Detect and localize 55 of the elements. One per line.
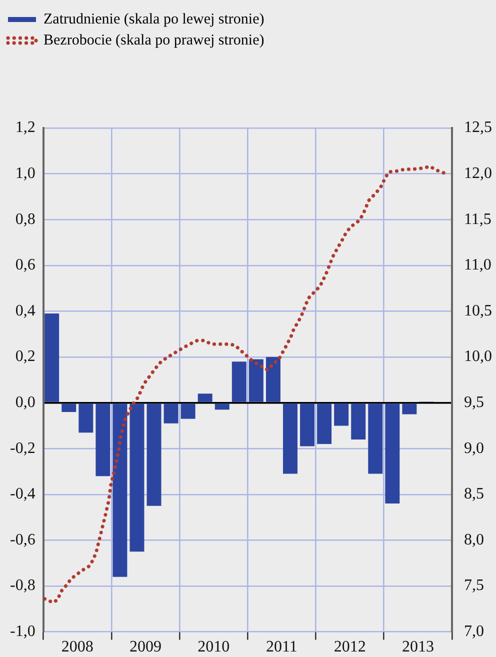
y-tick-label: 0,2 — [15, 348, 36, 366]
bar — [130, 404, 144, 552]
x-tick-label: 2011 — [266, 638, 298, 656]
y-tick-label: -0,2 — [10, 440, 36, 457]
y-tick-label: -0,4 — [10, 486, 36, 503]
y2-tick-label: 8,5 — [464, 486, 484, 503]
bar — [78, 404, 94, 433]
bar — [164, 404, 178, 424]
y2-tick-label: 10,5 — [464, 302, 492, 320]
bar — [282, 404, 298, 474]
bar — [214, 404, 230, 410]
y2-tick-label: 9,5 — [464, 394, 484, 412]
y-tick-label: 0,6 — [15, 256, 36, 274]
x-tick-label: 2013 — [402, 638, 434, 656]
bar — [96, 404, 110, 476]
bar — [112, 404, 128, 577]
y2-tick-label: 11,5 — [464, 210, 492, 228]
bar — [232, 362, 246, 402]
y-tick-label: 1,0 — [15, 165, 36, 182]
bar — [248, 359, 264, 402]
y-tick-label: -0,8 — [10, 577, 36, 594]
y-tick-label: -0,6 — [10, 531, 36, 548]
y-tick-label: 1,2 — [15, 119, 36, 136]
y-tick-label: 0,8 — [15, 210, 36, 228]
line-series — [43, 164, 446, 604]
bar — [62, 404, 76, 412]
bar — [198, 394, 212, 402]
y2-tick-label: 9,0 — [464, 440, 484, 457]
y2-tick-label: 12,0 — [464, 165, 492, 182]
y2-tick-label: 10,0 — [464, 348, 492, 366]
x-tick-label: 2012 — [334, 638, 366, 656]
x-tick-label: 2009 — [129, 638, 162, 656]
bar — [334, 404, 349, 426]
bar — [351, 404, 366, 440]
legend-label: Bezrobocie (skala po prawej stronie) — [44, 32, 264, 48]
x-tick-label: 2010 — [198, 638, 230, 656]
y2-tick-label: 8,0 — [464, 531, 484, 548]
x-tick-label: 2008 — [61, 638, 94, 656]
y2-tick-label: 11,0 — [464, 256, 492, 274]
y-tick-label: -1,0 — [10, 623, 36, 640]
y2-tick-label: 12,5 — [464, 119, 492, 136]
bar — [317, 404, 332, 444]
bar — [146, 404, 162, 506]
y2-tick-label: 7,5 — [464, 577, 484, 594]
bar — [385, 404, 400, 504]
bar — [402, 404, 417, 414]
bar — [368, 404, 383, 474]
bar — [180, 404, 196, 419]
bar — [44, 313, 60, 402]
bar — [266, 357, 280, 402]
bar — [300, 404, 314, 446]
y-tick-label: 0,4 — [15, 302, 36, 320]
legend-label: Zatrudnienie (skala po lewej stronie) — [44, 11, 264, 28]
y2-tick-label: 7,0 — [464, 623, 484, 640]
y-tick-label: 0,0 — [15, 394, 36, 412]
